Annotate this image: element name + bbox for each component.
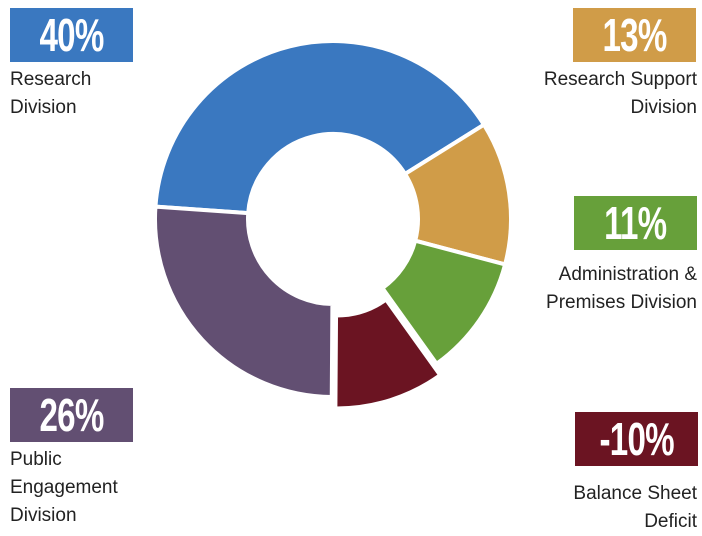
value-badge: 40% [10, 8, 133, 62]
category-label: Balance Sheet Deficit [573, 483, 697, 532]
category-label: Administration & Premises Division [546, 264, 697, 313]
donut-slice [153, 204, 335, 399]
value-label: -10% [599, 413, 674, 465]
value-badge: 11% [574, 196, 697, 250]
value-badge: 13% [573, 8, 696, 62]
category-label: Research Support Division [543, 69, 697, 118]
donut-slice [153, 39, 486, 216]
value-label: 26% [39, 389, 104, 441]
value-label: 13% [602, 9, 667, 61]
value-label: 11% [604, 197, 667, 249]
value-label: 40% [39, 9, 104, 61]
value-badge: 26% [10, 388, 133, 442]
value-badge: -10% [575, 412, 698, 466]
donut-slice [333, 297, 443, 411]
donut-slice [380, 238, 508, 366]
category-label: Research Division [10, 69, 92, 118]
category-label: Public Engagement Division [10, 449, 118, 526]
